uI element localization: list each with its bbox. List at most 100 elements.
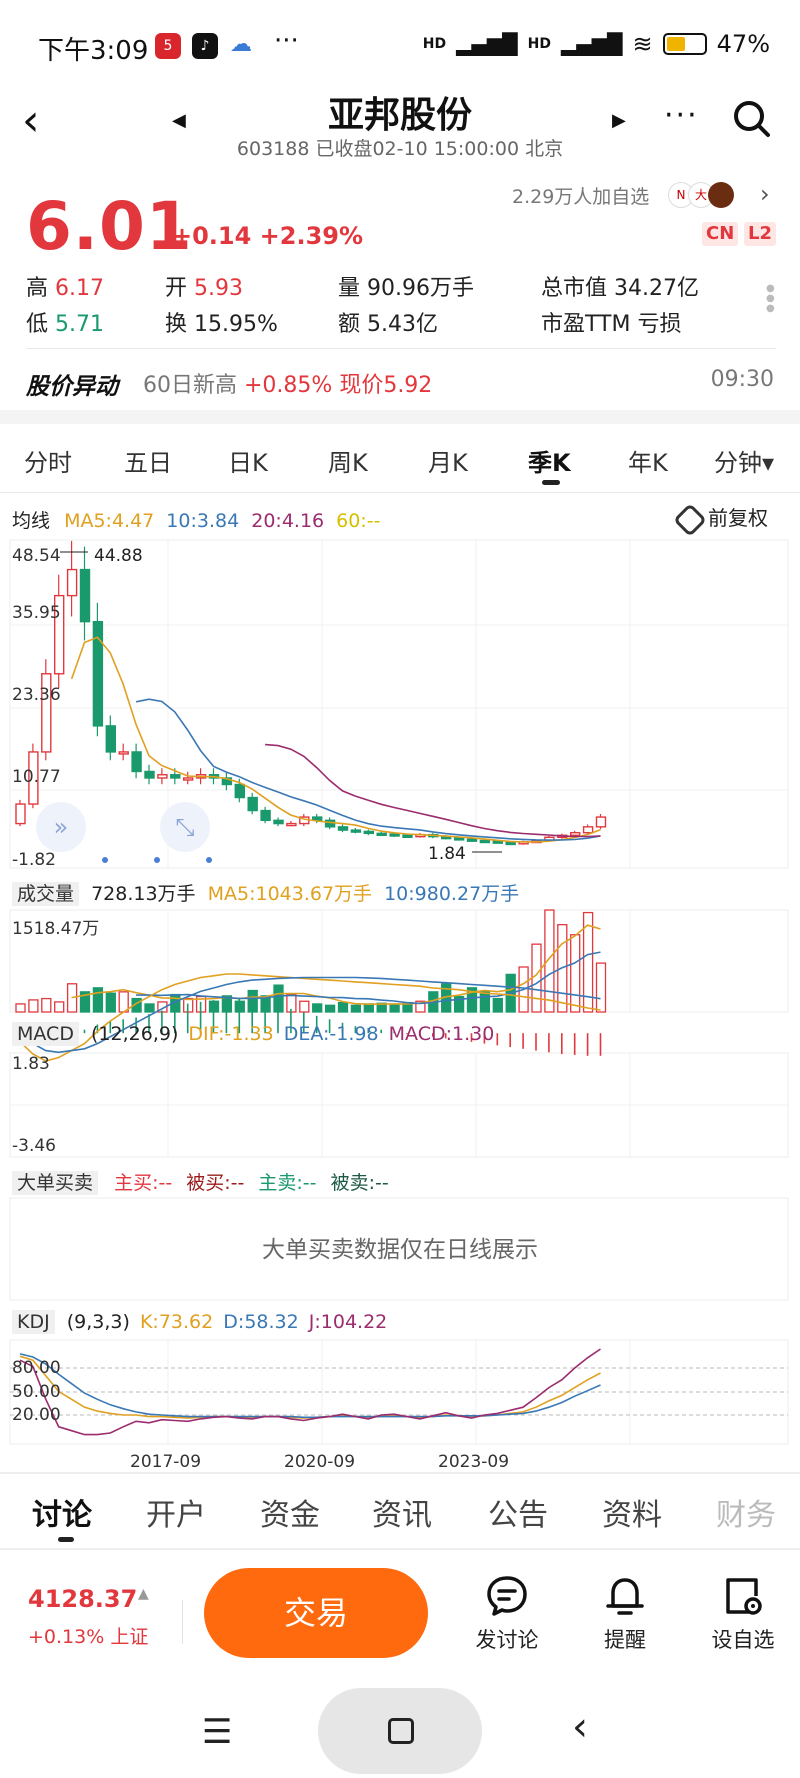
kdj-tick: 20.00 [12, 1405, 61, 1425]
previous-stock-button[interactable]: ◀ [172, 110, 186, 131]
followers-count[interactable]: 2.29万人加自选 [512, 186, 650, 208]
volume-ma10-line [136, 951, 601, 1005]
tab-bottom-5[interactable]: 资料 [602, 1498, 662, 1533]
cn-badge[interactable]: CN [702, 222, 739, 246]
alert-title: 股价异动 [26, 374, 118, 400]
tab-bottom-4[interactable]: 公告 [488, 1498, 548, 1533]
more-notifications-icon: ··· [274, 26, 299, 56]
stat-market-cap: 总市值 34.27亿 [541, 276, 699, 301]
macd-value: MACD:1.30 [388, 1023, 495, 1045]
kline-candle [118, 751, 129, 755]
tab-bottom-2[interactable]: 资金 [260, 1498, 320, 1533]
tab-period-6[interactable]: 年K [628, 449, 668, 477]
kline-candle [144, 770, 155, 779]
chat-icon [487, 1576, 527, 1616]
kline-candle [41, 673, 52, 753]
ma5-value: MA5:4.47 [64, 510, 155, 532]
volume-bar [324, 1004, 336, 1013]
volume-bar [92, 987, 104, 1013]
volume-bar [105, 992, 116, 1013]
passive-sell: 被卖:-- [330, 1172, 389, 1194]
x-axis-tick: 2023-09 [438, 1452, 510, 1472]
volume-bar [144, 1003, 155, 1013]
status-bar: 下午3:09 5 ♪ ☁ ··· HD ▂▄▆█ HD ▂▄▆█ ≋ 47% [0, 0, 800, 95]
volume-bar [582, 911, 594, 1013]
tab-period-5[interactable]: 季K [528, 449, 571, 477]
tab-period-0[interactable]: 分时 [24, 449, 72, 477]
kline-candle [260, 809, 271, 822]
big-order-legend: 大单买卖 主买:-- 被买:-- 主卖:-- 被卖:-- [12, 1168, 389, 1195]
stock-code-status: 603188 已收盘02-10 15:00:00 北京 [236, 138, 564, 160]
adjust-button[interactable]: 前复权 [673, 502, 768, 537]
more-menu-button[interactable]: ··· [664, 98, 699, 133]
kline-candle [505, 841, 516, 846]
index-value[interactable]: 4128.37 [28, 1585, 138, 1613]
volume-bar [479, 991, 491, 1013]
tab-bottom-6[interactable]: 财务 [716, 1498, 776, 1533]
kline-candle [350, 829, 362, 833]
kdj-params: (9,3,3) [66, 1311, 130, 1333]
watchlist-button[interactable]: 设自选 [698, 1574, 788, 1654]
tab-period-1[interactable]: 五日 [124, 449, 172, 477]
macd-title: MACD [12, 1022, 79, 1046]
home-button[interactable] [318, 1688, 482, 1774]
stat-pe: 市盈TTM 亏损 [541, 312, 682, 337]
expand-stats-icon[interactable]: ● ● ● [766, 283, 775, 314]
tab-bottom-3[interactable]: 资讯 [372, 1498, 432, 1533]
follower-avatars[interactable]: N 大 [668, 180, 734, 210]
stock-charts[interactable] [0, 0, 800, 1470]
kline-candle [105, 725, 117, 753]
kline-candle [595, 816, 607, 828]
volume-bar [570, 934, 581, 1013]
kline-scroll-dot [102, 857, 108, 863]
avatar [708, 182, 734, 208]
kline-candle [376, 832, 387, 837]
tab-period-4[interactable]: 月K [428, 449, 468, 477]
l2-badge[interactable]: L2 [744, 222, 776, 246]
back-nav-icon[interactable]: ‹ [572, 1704, 588, 1750]
kline-candle [234, 783, 246, 799]
kdj-d-line [19, 1353, 601, 1419]
tab-period-2[interactable]: 日K [228, 449, 268, 477]
ma5-line [70, 636, 601, 843]
back-button[interactable]: ‹ [22, 95, 40, 146]
kline-y-tick: 10.77 [12, 767, 61, 787]
section-gap [0, 410, 800, 424]
price-change: +0.14 +2.39% [172, 222, 364, 250]
next-stock-button[interactable]: ▶ [612, 110, 626, 131]
search-icon[interactable] [733, 100, 771, 138]
tab-period-3[interactable]: 周K [328, 449, 368, 477]
index-change[interactable]: +0.13% 上证 [28, 1626, 149, 1648]
kline-min-label: 1.84 [428, 844, 466, 864]
macd-legend: MACD (12,26,9) DIF:-1.33 DEA:-1.98 MACD:… [12, 1022, 495, 1046]
kline-candle [582, 826, 594, 834]
tab-bottom-1[interactable]: 开户 [146, 1498, 206, 1533]
home-icon [388, 1718, 414, 1744]
chevron-right-icon[interactable]: › [760, 180, 770, 208]
volume-bar [492, 997, 503, 1013]
active-tab-indicator [542, 480, 560, 485]
stat-open: 开 5.93 [165, 276, 243, 301]
kline-candle [402, 834, 413, 839]
volume-value: 728.13万手 [91, 883, 196, 905]
menu-icon[interactable]: ☰ [202, 1712, 233, 1752]
kdj-tick: 50.00 [12, 1382, 61, 1402]
discuss-button[interactable]: 发讨论 [462, 1574, 552, 1654]
ma10-value: 10:3.84 [166, 510, 240, 532]
volume-bar [79, 991, 91, 1013]
volume-bar [544, 909, 555, 1013]
tab-bottom-0[interactable]: 讨论 [32, 1498, 92, 1533]
trade-button[interactable]: 交易 [204, 1568, 428, 1658]
fullscreen-icon[interactable]: ⤡ [160, 802, 210, 852]
volume-ma10: 10:980.27万手 [384, 883, 520, 905]
status-right: HD ▂▄▆█ HD ▂▄▆█ ≋ 47% [423, 30, 770, 58]
fast-forward-icon[interactable]: » [36, 802, 86, 852]
kline-candle [466, 838, 478, 842]
macd-params: (12,26,9) [91, 1023, 179, 1045]
alert-body[interactable]: 60日新高 +0.85% 现价5.92 [143, 373, 433, 398]
divider [182, 1600, 183, 1644]
volume-max-tick: 1518.47万 [12, 919, 100, 939]
remind-button[interactable]: 提醒 [580, 1574, 670, 1654]
stat-amount: 额 5.43亿 [338, 312, 438, 337]
tab-period-7[interactable]: 分钟▾ [714, 449, 775, 477]
